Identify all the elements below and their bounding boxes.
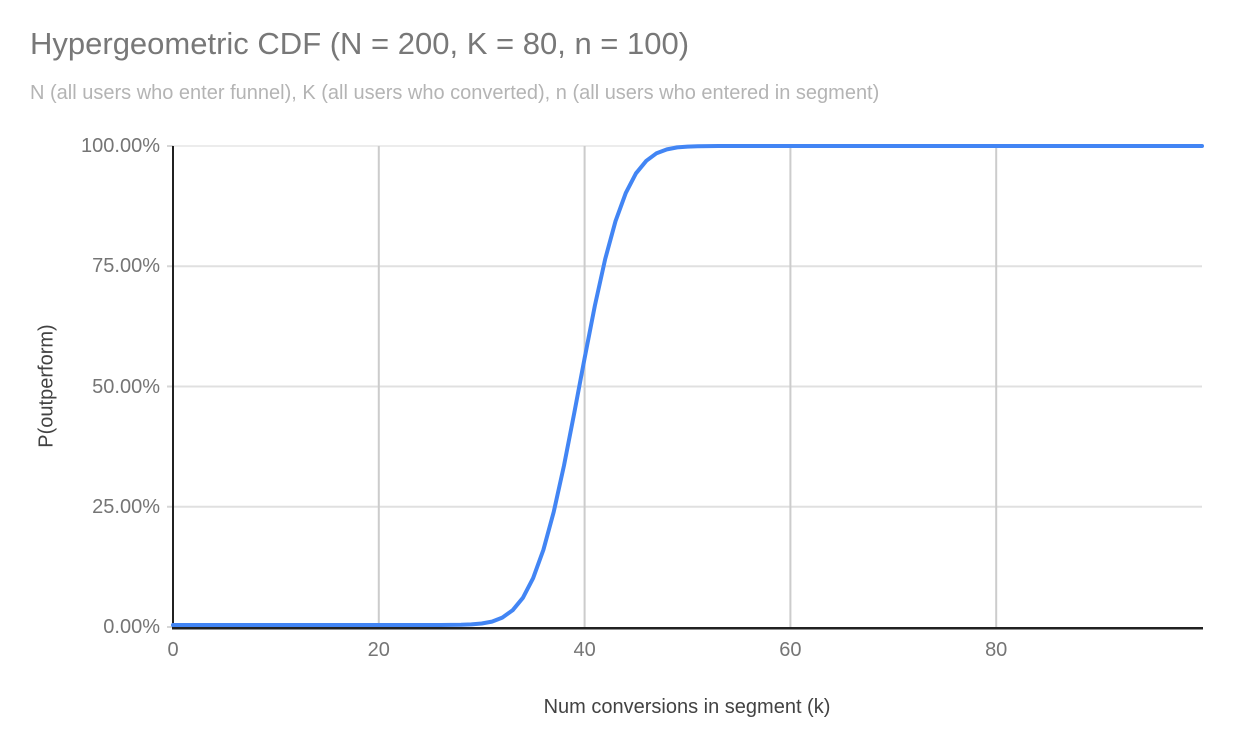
y-tick-label: 100.00%: [81, 135, 160, 157]
x-tick-label: 0: [167, 639, 179, 661]
vertical-gridlines: [377, 146, 998, 627]
x-axis-title: Num conversions in segment (k): [543, 696, 831, 718]
y-tick-label: 50.00%: [92, 375, 160, 398]
y-tick-label: 25.00%: [92, 495, 160, 518]
horizontal-gridlines: [173, 145, 1202, 508]
y-axis-title: P(outperform): [35, 324, 58, 448]
x-tick-label: 60: [779, 639, 802, 661]
chart-subtitle: N (all users who enter funnel), K (all u…: [30, 82, 880, 104]
chart-title: Hypergeometric CDF (N = 200, K = 80, n =…: [30, 26, 690, 61]
cdf-curve: [171, 144, 1204, 627]
axis-lines: [172, 146, 1203, 630]
y-tick-label: 0.00%: [103, 616, 160, 638]
y-tick-label: 75.00%: [92, 255, 160, 278]
x-tick-label: 20: [367, 639, 390, 661]
x-tick-label: 80: [985, 639, 1008, 661]
x-tick-label: 40: [573, 639, 596, 661]
